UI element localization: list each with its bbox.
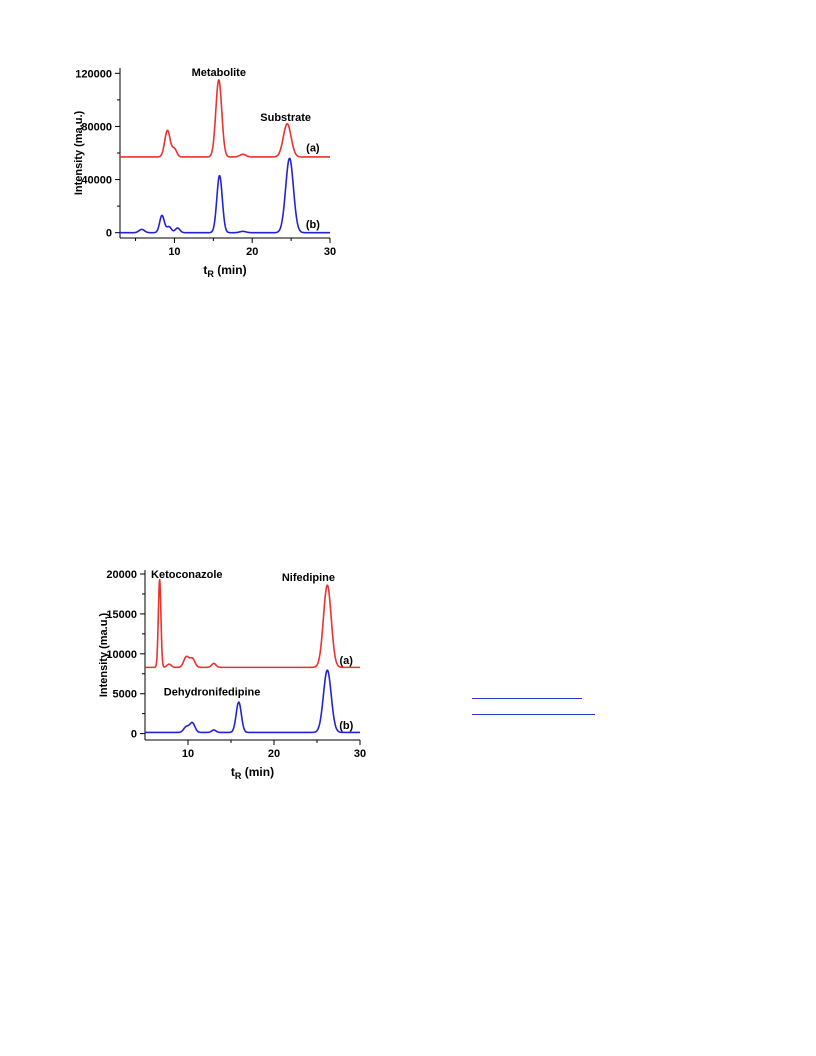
x-tick-label: 30 [354, 748, 366, 760]
x-tick-label: 10 [168, 246, 180, 258]
annotation: Ketoconazole [151, 569, 223, 581]
annotation: (b) [306, 219, 320, 231]
annotation: (b) [339, 720, 353, 732]
y-axis-label: Intensity (ma.u.) [98, 612, 110, 697]
y-axis-label: Intensity (ma.u.) [73, 110, 85, 195]
x-axis-label-main: t [231, 765, 235, 779]
chart-1: 0 40000 80000 120000 10 20 30 Intensity (ma.u.)… [73, 67, 336, 279]
chart-2: 0 5000 10000 15000 20000 10 20 30 Intensity (ma.… [98, 569, 366, 781]
y-tick-label: 40000 [81, 175, 112, 187]
y-tick-label: 80000 [81, 121, 112, 133]
x-tick-label: 20 [268, 748, 280, 760]
y-tick-label: 0 [106, 228, 112, 240]
series-line-b [119, 157, 331, 234]
y-tick-label: 10000 [106, 649, 137, 661]
annotation: Metabolite [192, 67, 246, 79]
x-axis-label-unit: (min) [241, 765, 274, 779]
annotation: (a) [306, 143, 320, 155]
x-tick-label: 10 [182, 748, 194, 760]
link-underline-1[interactable] [472, 698, 582, 699]
y-tick-label: 0 [131, 729, 137, 741]
series-line-a [119, 79, 331, 158]
series-line-a [144, 578, 361, 669]
link-underline-2[interactable] [472, 714, 595, 715]
annotation: (a) [340, 655, 354, 667]
annotation: Dehydronifedipine [164, 686, 261, 698]
x-axis-label: tR (min) [203, 263, 246, 279]
x-tick-label: 20 [246, 246, 258, 258]
annotation: Nifedipine [282, 572, 335, 584]
x-axis-label-sub: R [207, 269, 214, 279]
y-tick-label: 15000 [106, 609, 137, 621]
y-tick-label: 5000 [113, 689, 137, 701]
series-line-b [144, 669, 361, 734]
x-axis-label-sub: R [235, 771, 242, 781]
x-axis-label-unit: (min) [214, 263, 247, 277]
x-tick-label: 30 [324, 246, 336, 258]
y-tick-label: 20000 [106, 569, 137, 581]
annotation: Substrate [260, 112, 311, 124]
x-axis-label-main: t [203, 263, 207, 277]
y-tick-label: 120000 [75, 68, 112, 80]
x-axis-label: tR (min) [231, 765, 274, 781]
